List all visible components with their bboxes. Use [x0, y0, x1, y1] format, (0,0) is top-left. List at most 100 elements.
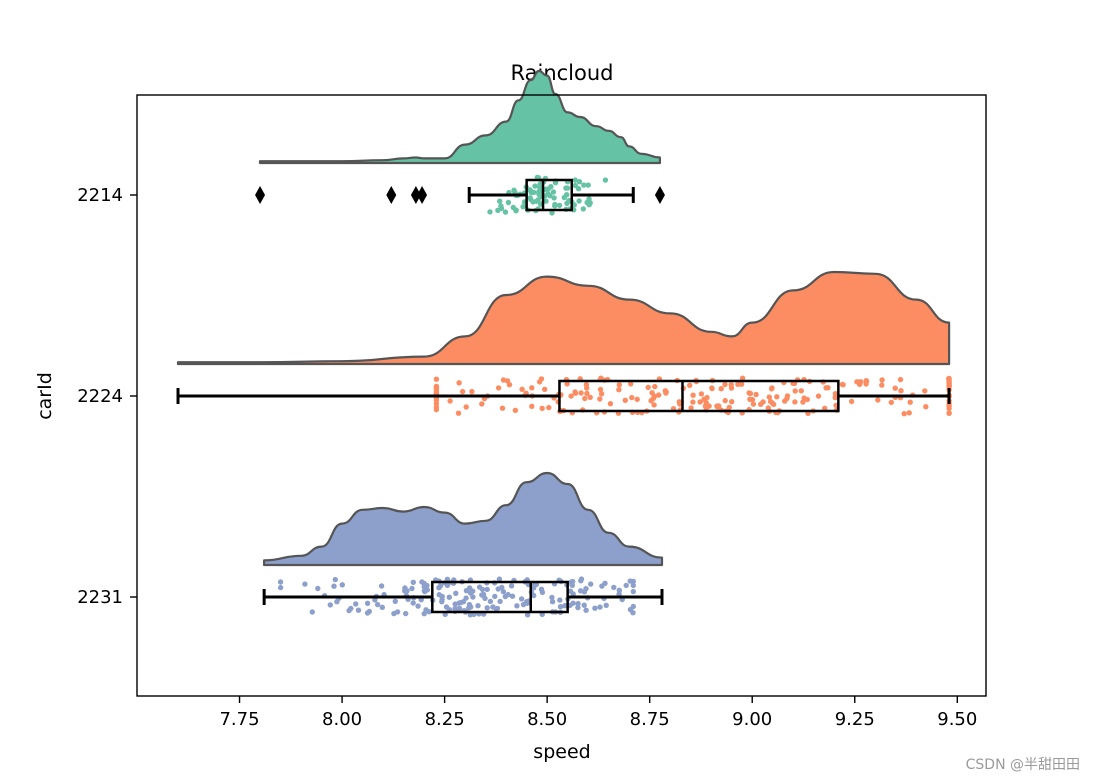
- rain-point: [946, 382, 952, 389]
- rain-point: [585, 182, 591, 188]
- rain-point: [410, 600, 416, 606]
- rain-point: [879, 382, 885, 388]
- rain-point: [537, 181, 543, 187]
- rain-point: [484, 586, 490, 593]
- rain-point: [391, 610, 397, 617]
- rain-point: [576, 179, 583, 185]
- rain-point: [518, 596, 525, 602]
- rain-point: [747, 396, 753, 402]
- rain-point: [568, 393, 574, 399]
- rain-point: [505, 199, 512, 206]
- rain-point: [598, 391, 605, 397]
- rain-point: [562, 603, 568, 609]
- rain-point: [572, 389, 578, 395]
- rain-point: [433, 386, 440, 392]
- rain-point: [494, 605, 501, 612]
- rain-point: [549, 599, 556, 605]
- rain-point: [577, 588, 584, 594]
- rain-point: [726, 404, 732, 411]
- rain-point: [556, 202, 563, 209]
- rain-point: [529, 385, 535, 391]
- rain-point: [597, 396, 603, 402]
- rain-point: [630, 582, 636, 589]
- rain-point: [490, 604, 496, 610]
- rain-point: [484, 605, 490, 611]
- rain-point: [581, 602, 587, 608]
- rain-point: [698, 391, 705, 397]
- rain-point: [735, 381, 741, 387]
- rain-point: [520, 204, 526, 210]
- rain-point: [750, 401, 757, 407]
- rain-point: [582, 395, 588, 402]
- rain-point: [753, 391, 759, 398]
- rain-point: [718, 386, 724, 392]
- rain-point: [334, 599, 340, 605]
- y-tick-label: 2224: [77, 386, 123, 407]
- rain-point: [519, 386, 525, 392]
- rain-point: [768, 386, 775, 392]
- rain-point: [746, 390, 752, 396]
- rain-point: [446, 594, 452, 600]
- rain-point: [459, 388, 466, 395]
- rain-point: [495, 207, 501, 213]
- rain-point: [616, 387, 622, 393]
- rain-point: [634, 396, 640, 402]
- rain-point: [355, 607, 362, 613]
- rain-point: [581, 182, 587, 188]
- rain-point: [628, 381, 634, 387]
- rain-point: [410, 579, 416, 585]
- rain-point: [498, 203, 504, 209]
- rain-point: [524, 612, 531, 618]
- rain-point: [439, 596, 445, 603]
- rain-point: [570, 578, 576, 585]
- rain-point: [463, 588, 470, 594]
- rain-point: [575, 600, 581, 607]
- rain-point: [552, 180, 559, 186]
- box-iqr: [558, 379, 840, 413]
- rain-point: [514, 603, 520, 609]
- rain-point: [875, 397, 881, 403]
- box-iqr: [431, 580, 569, 614]
- rain-point: [722, 381, 728, 388]
- rain-point: [557, 597, 563, 603]
- x-tick-label: 8.50: [527, 709, 567, 730]
- rain-point: [557, 604, 564, 610]
- rain-point: [497, 198, 503, 204]
- cloud-2224: [176, 270, 951, 366]
- rain-point: [697, 399, 703, 405]
- rain-point: [426, 609, 432, 615]
- rain-point: [592, 605, 598, 611]
- rain-point: [505, 591, 511, 598]
- rain-point: [500, 589, 507, 595]
- rain-point: [421, 611, 427, 617]
- rain-point: [792, 399, 798, 405]
- rain-point: [339, 582, 345, 588]
- rain-point: [946, 410, 952, 416]
- rain-point: [549, 594, 555, 601]
- rain-point: [616, 382, 622, 388]
- rain-point: [602, 177, 609, 183]
- rain-point: [533, 198, 540, 204]
- rain-point: [452, 601, 458, 607]
- chart-title: Raincloud: [510, 61, 613, 85]
- boxplot-2231: [262, 580, 664, 614]
- rain-point: [447, 398, 453, 404]
- rain-point: [879, 377, 885, 383]
- rain-point: [782, 398, 788, 404]
- rain-point: [512, 407, 519, 413]
- rain-point: [538, 376, 545, 382]
- rain-point: [277, 579, 284, 585]
- rain-point: [597, 604, 603, 610]
- rain-point: [550, 189, 557, 195]
- rain-point: [906, 410, 912, 416]
- rain-point: [497, 598, 503, 605]
- rain-point: [532, 183, 538, 189]
- rain-point: [513, 208, 519, 214]
- rain-point: [576, 198, 582, 204]
- rain-point: [527, 187, 533, 193]
- x-tick-label: 9.00: [732, 709, 772, 730]
- outlier-point: [417, 186, 428, 204]
- rain-point: [651, 402, 657, 408]
- rain-point: [584, 390, 590, 397]
- x-tick-label: 9.50: [937, 709, 977, 730]
